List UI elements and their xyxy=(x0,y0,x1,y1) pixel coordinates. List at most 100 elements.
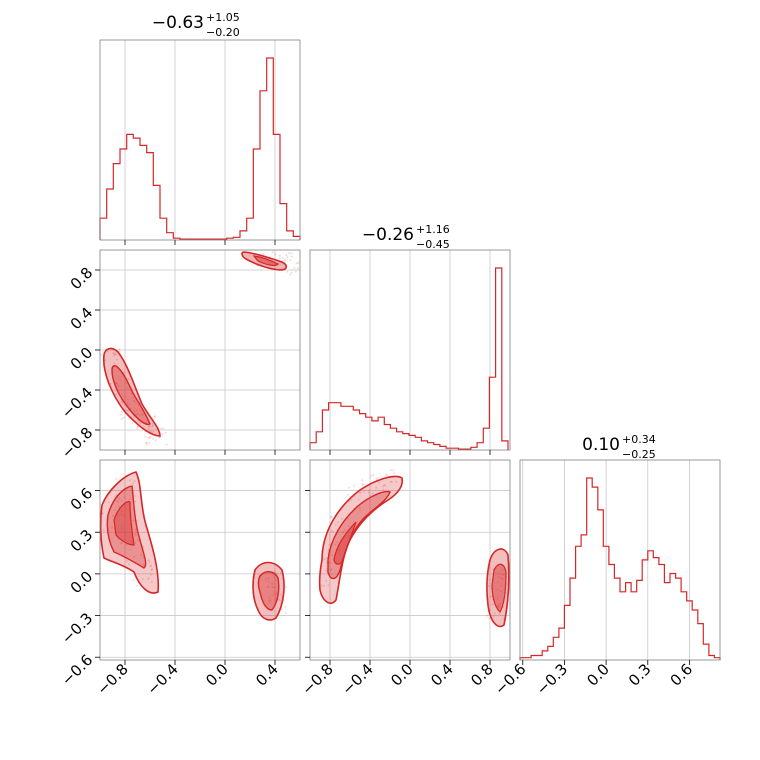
sample-point xyxy=(325,579,328,582)
sample-point xyxy=(130,540,133,543)
sample-point xyxy=(145,442,148,445)
sample-point xyxy=(165,443,168,446)
sample-point xyxy=(284,258,286,261)
sample-point xyxy=(126,560,128,563)
x-tick-label: −0.4 xyxy=(338,660,376,698)
sample-point xyxy=(266,586,269,588)
sample-point xyxy=(362,483,365,486)
sample-point xyxy=(274,578,277,581)
sample-point xyxy=(268,600,271,603)
sample-point xyxy=(147,437,150,439)
x-tick-label: 0.6 xyxy=(667,660,697,690)
sample-point xyxy=(150,430,153,433)
sample-point xyxy=(295,262,298,265)
sample-point xyxy=(139,409,142,412)
sample-point xyxy=(138,413,140,416)
sample-point xyxy=(325,557,328,560)
sample-point xyxy=(120,513,123,516)
sample-point xyxy=(120,499,123,502)
sample-point xyxy=(336,540,339,543)
sample-point xyxy=(127,417,130,420)
sample-point xyxy=(328,543,331,546)
sample-point xyxy=(135,409,138,412)
sample-point xyxy=(144,435,147,438)
sample-point xyxy=(284,605,287,608)
sample-point xyxy=(136,425,139,428)
sample-point xyxy=(275,597,278,600)
sample-point xyxy=(269,599,272,602)
sample-point xyxy=(127,387,129,389)
sample-point xyxy=(141,413,143,416)
sample-point xyxy=(335,523,337,526)
x-tick-label: 0.3 xyxy=(625,660,655,690)
sample-point xyxy=(487,617,490,620)
sample-point xyxy=(500,577,503,579)
sample-point xyxy=(271,594,274,597)
sample-point xyxy=(497,595,500,598)
sample-point xyxy=(496,588,499,591)
sample-point xyxy=(128,403,131,406)
sample-point xyxy=(361,484,364,486)
sample-point xyxy=(149,573,152,576)
sample-point xyxy=(137,419,140,422)
sample-point xyxy=(124,395,127,398)
sample-point xyxy=(268,599,271,602)
sample-point xyxy=(497,603,500,606)
contour-1-2 xyxy=(102,251,288,437)
sample-point xyxy=(152,430,155,433)
sample-point xyxy=(498,613,501,615)
y-tick-label: 0.8 xyxy=(67,264,97,294)
sample-point xyxy=(162,427,165,430)
sample-point xyxy=(125,543,128,546)
sample-point xyxy=(347,524,350,527)
sample-point xyxy=(386,474,389,477)
sample-point xyxy=(101,512,104,515)
y-tick-label: −0.8 xyxy=(58,424,96,462)
sample-point xyxy=(133,400,136,403)
sample-point xyxy=(325,561,328,564)
sample-point xyxy=(151,425,154,428)
sample-point xyxy=(297,261,300,264)
sample-point xyxy=(279,593,282,596)
sample-point xyxy=(117,501,120,504)
sample-point xyxy=(376,477,379,480)
sample-point xyxy=(343,529,346,532)
sample-point xyxy=(499,603,501,605)
sample-point xyxy=(395,480,398,483)
sample-point xyxy=(141,414,144,416)
sample-point xyxy=(129,548,132,551)
sample-point xyxy=(136,519,139,522)
sample-point xyxy=(114,353,117,356)
sample-point xyxy=(385,474,387,477)
sample-point xyxy=(119,378,122,381)
sample-point xyxy=(116,384,118,387)
sample-point xyxy=(133,555,136,558)
sample-point xyxy=(113,351,116,354)
sample-point xyxy=(135,528,137,531)
sample-point xyxy=(330,569,333,572)
sample-point xyxy=(274,593,276,596)
sample-point xyxy=(389,480,392,483)
y-tick-label: 0.4 xyxy=(67,304,97,334)
sample-point xyxy=(499,584,502,587)
contour-1-3 xyxy=(99,471,285,621)
sample-point xyxy=(296,267,299,270)
sample-point xyxy=(288,252,290,255)
sample-point xyxy=(123,514,126,517)
sample-point xyxy=(289,259,292,262)
sample-point xyxy=(491,598,494,601)
sample-point xyxy=(274,598,277,601)
sample-point xyxy=(320,584,323,587)
sample-point xyxy=(276,592,278,595)
sample-point xyxy=(150,568,153,571)
sample-point xyxy=(148,436,151,439)
title-upper-3: +0.34 xyxy=(622,433,656,446)
sample-point xyxy=(270,582,273,585)
sample-point xyxy=(289,273,292,276)
sample-point xyxy=(493,615,495,618)
hist-panel-3 xyxy=(519,459,721,661)
sample-point xyxy=(382,485,385,488)
sample-point xyxy=(104,359,107,362)
sample-point xyxy=(148,425,151,428)
title-upper-1: +1.05 xyxy=(206,11,240,24)
